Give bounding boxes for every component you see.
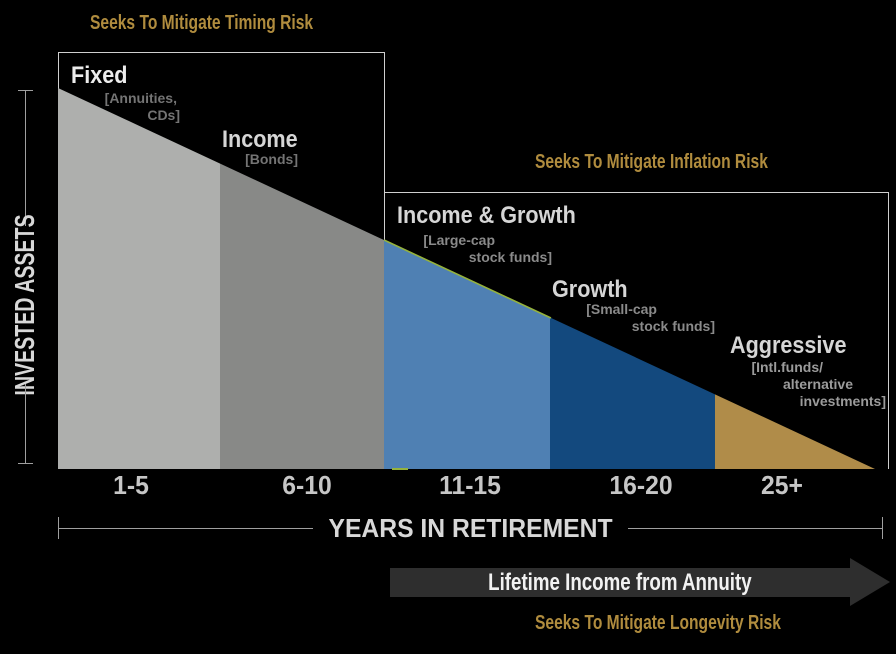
y-axis-bottom-tick <box>18 463 33 464</box>
x-axis-line-right <box>628 527 882 529</box>
timing-box-border-right <box>384 52 385 240</box>
sublabel-line: [Large-cap <box>423 232 495 248</box>
sublabel-line: [Bonds] <box>245 151 298 167</box>
inflation-box-border-right <box>888 192 889 469</box>
x-axis-right-tick <box>882 517 883 539</box>
x-tick-11-15: 11-15 <box>439 470 501 500</box>
sublabel-line: stock funds] <box>631 318 715 334</box>
x-tick-6-10: 6-10 <box>282 470 332 500</box>
band-aggressive <box>715 88 875 469</box>
sublabel-line: [Small-cap <box>586 301 657 317</box>
sublabel-line: alternative <box>782 376 853 392</box>
band-fixed <box>58 88 220 469</box>
sublabel-line: [Intl.funds/ <box>751 359 823 375</box>
sublabel-line: stock funds] <box>468 249 552 265</box>
sublabel-line: CDs] <box>147 107 180 123</box>
x-tick-16-20: 16-20 <box>609 470 673 500</box>
annotation-longevity-risk: Seeks To Mitigate Longevity Risk <box>535 612 781 634</box>
segment-label-growth: Growth <box>552 276 628 303</box>
segment-label-income-growth: Income & Growth <box>397 202 576 229</box>
annotation-inflation-risk: Seeks To Mitigate Inflation Risk <box>535 151 768 173</box>
x-axis-left-tick <box>58 517 59 539</box>
x-axis-label: YEARS IN RETIREMENT <box>328 512 613 543</box>
segment-sublabel-growth: [Small-cap stock funds] <box>555 301 715 335</box>
y-axis-label: INVESTED ASSETS <box>9 214 40 396</box>
segment-label-aggressive: Aggressive <box>730 332 847 359</box>
timing-box-border-top <box>58 52 385 53</box>
x-axis: YEARS IN RETIREMENT <box>58 513 883 543</box>
segment-sublabel-fixed: [Annuities, CDs] <box>80 90 180 124</box>
annuity-arrow-body: Lifetime Income from Annuity <box>390 568 850 597</box>
x-tick-1-5: 1-5 <box>113 470 149 500</box>
segment-label-fixed: Fixed <box>71 62 128 89</box>
y-axis-line-bottom <box>25 384 26 463</box>
x-tick-25plus: 25+ <box>761 470 803 500</box>
sublabel-line: [Annuities, <box>104 90 177 106</box>
y-axis-line-top <box>25 90 26 226</box>
segment-label-income: Income <box>222 126 298 153</box>
segment-sublabel-aggressive: [Intl.funds/ alternative investments] <box>726 359 886 410</box>
x-axis-line-left <box>59 527 313 529</box>
timing-box-border-left <box>58 52 59 89</box>
band-edge-hairline <box>384 239 552 319</box>
segment-sublabel-income: [Bonds] <box>198 151 298 168</box>
annotation-timing-risk: Seeks To Mitigate Timing Risk <box>90 12 314 34</box>
segment-sublabel-income-growth: [Large-cap stock funds] <box>392 232 552 266</box>
sublabel-line: investments] <box>799 393 886 409</box>
band-edge-hairline-fragment <box>392 468 408 470</box>
annuity-arrow-label: Lifetime Income from Annuity <box>488 568 752 596</box>
inflation-box-border-top <box>384 192 889 193</box>
right-arrow-head-icon <box>850 558 890 606</box>
annuity-arrow: Lifetime Income from Annuity <box>390 558 890 607</box>
